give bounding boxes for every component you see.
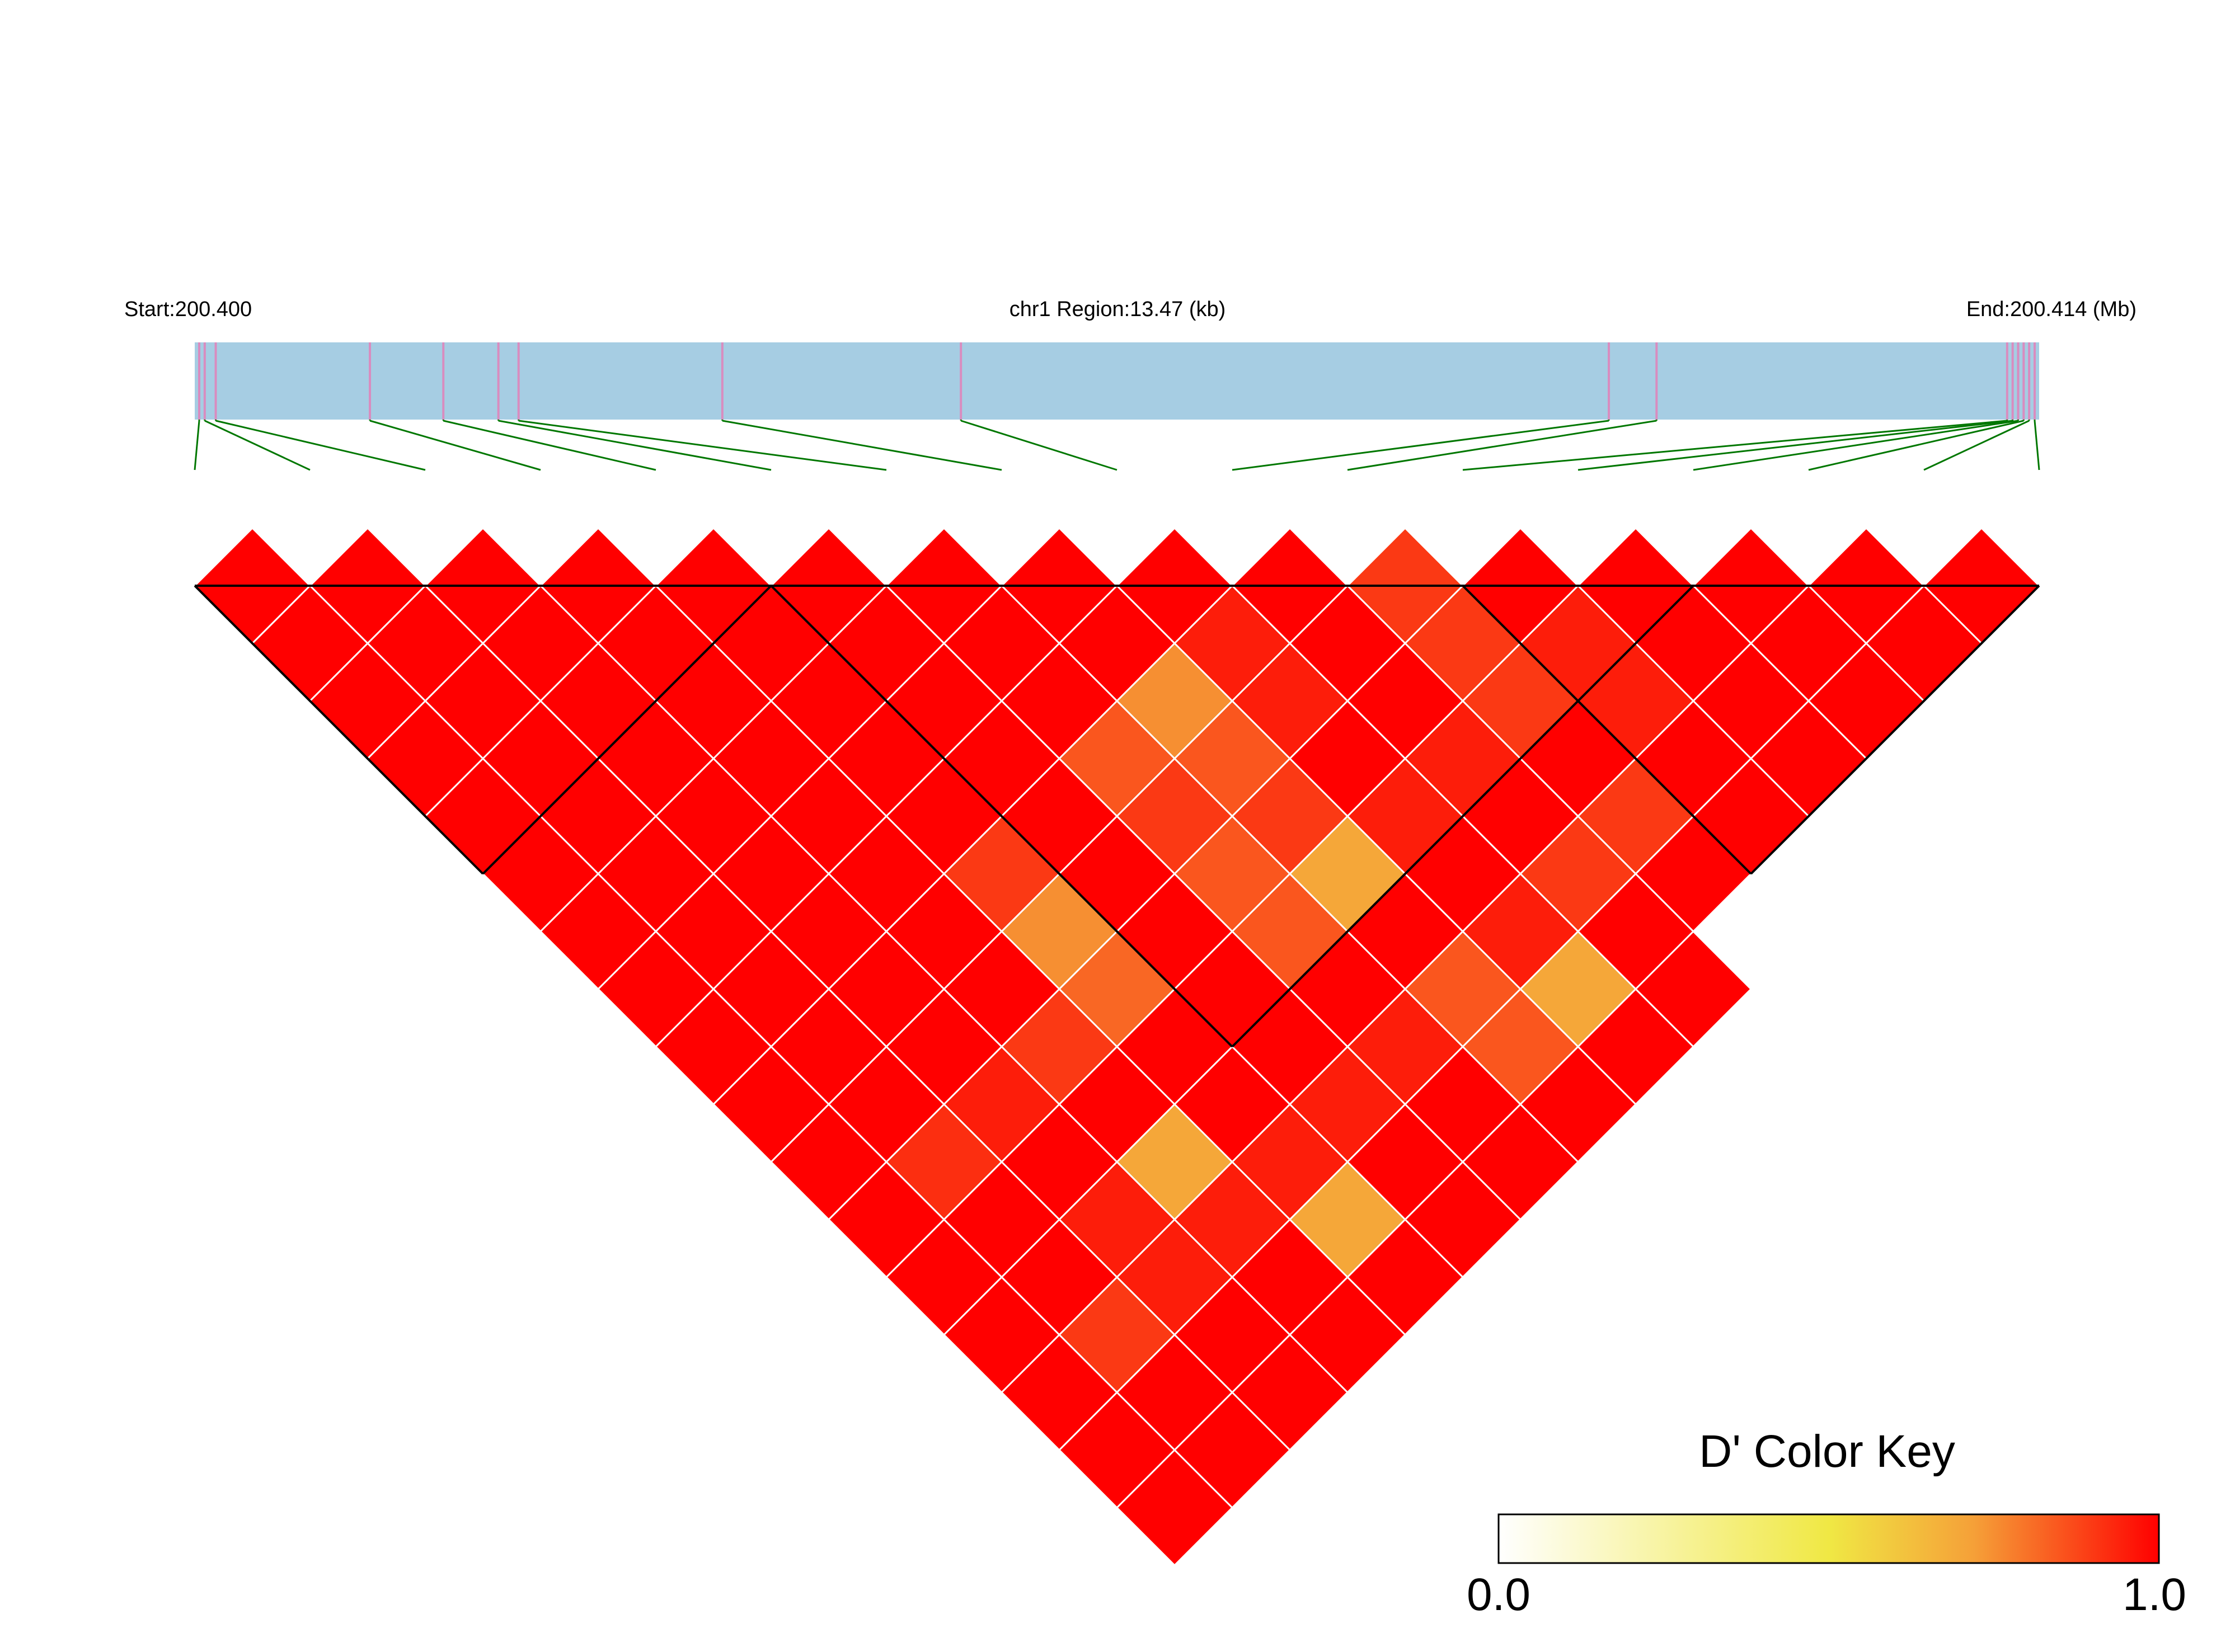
snp-connector bbox=[1693, 420, 2018, 471]
color-key-title: D' Color Key bbox=[1699, 1426, 1955, 1477]
snp-tick-group bbox=[198, 342, 2036, 420]
ld-cell bbox=[1115, 1448, 1234, 1567]
ld-block-edge bbox=[1231, 585, 1694, 1048]
ld-block-edge bbox=[770, 585, 1233, 1048]
ld-block-edge bbox=[194, 585, 484, 875]
snp-connector bbox=[722, 420, 1002, 471]
snp-connector-group bbox=[194, 420, 2040, 471]
ld-cells-group bbox=[193, 526, 2041, 1567]
color-key-bar bbox=[1497, 1513, 2160, 1564]
region-center-label: chr1 Region:13.47 (kb) bbox=[1009, 298, 1226, 321]
snp-connector bbox=[215, 420, 426, 471]
snp-connector bbox=[1347, 420, 1657, 471]
snp-connector bbox=[2034, 420, 2040, 470]
ld-block-edge bbox=[482, 585, 772, 875]
snp-connector bbox=[498, 420, 772, 471]
ld-block-edge bbox=[1462, 585, 1752, 875]
snp-connector bbox=[204, 420, 311, 471]
snp-connector bbox=[1232, 420, 1609, 471]
snp-connector bbox=[1923, 420, 2030, 471]
color-key-min-label: 0.0 bbox=[1467, 1569, 1530, 1620]
snp-connector bbox=[518, 420, 887, 471]
color-key-max-label: 1.0 bbox=[2123, 1569, 2186, 1620]
snp-connector bbox=[369, 420, 541, 471]
region-bar bbox=[195, 342, 2039, 420]
snp-connector bbox=[1808, 420, 2024, 471]
snp-connector bbox=[1577, 420, 2013, 471]
region-start-label: Start:200.400 bbox=[124, 298, 252, 321]
snp-connector bbox=[443, 420, 656, 471]
snp-connector bbox=[194, 420, 200, 470]
region-end-label: End:200.414 (Mb) bbox=[1966, 298, 2137, 321]
ld-block-edge bbox=[1750, 585, 2040, 875]
snp-connector bbox=[1462, 420, 2007, 471]
ld-blocks-group bbox=[194, 585, 2040, 1048]
snp-connector bbox=[960, 420, 1118, 471]
